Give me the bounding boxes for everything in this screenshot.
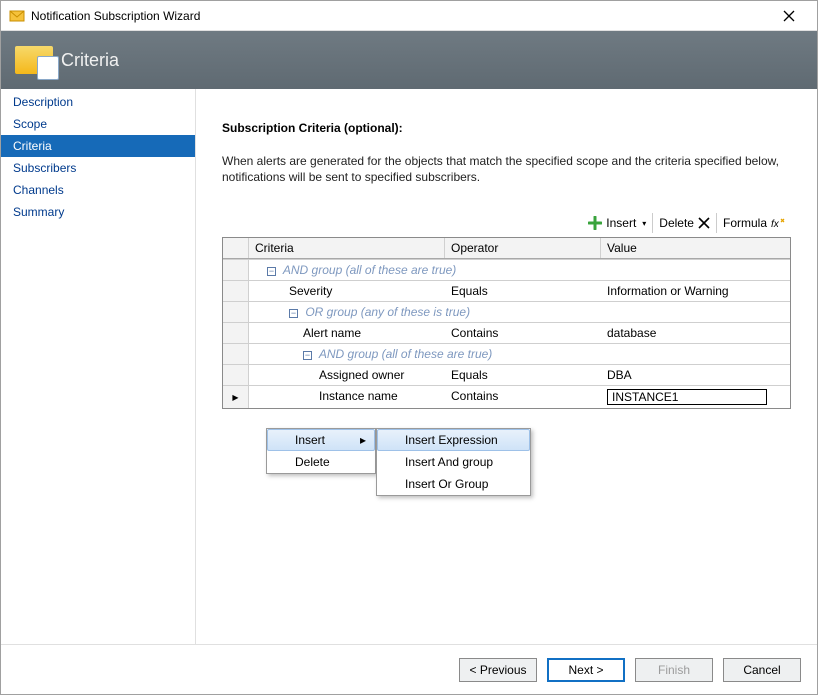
operator-cell[interactable]: Contains bbox=[445, 323, 601, 343]
group-label: AND group (all of these are true) bbox=[283, 263, 456, 277]
group-cell[interactable]: − AND group (all of these are true) bbox=[249, 260, 790, 280]
content-pane: Subscription Criteria (optional): When a… bbox=[196, 89, 817, 644]
finish-button: Finish bbox=[635, 658, 713, 682]
insert-button[interactable]: Insert ▾ bbox=[582, 213, 653, 233]
row-selector-header bbox=[223, 238, 249, 258]
operator-cell[interactable]: Contains bbox=[445, 386, 601, 408]
criteria-cell[interactable]: Alert name bbox=[249, 323, 445, 343]
group-label: OR group (any of these is true) bbox=[305, 305, 470, 319]
sidebar-item-criteria[interactable]: Criteria bbox=[1, 135, 195, 157]
table-row[interactable]: Instance name Contains INSTANCE1 bbox=[223, 385, 790, 408]
value-cell[interactable]: database bbox=[601, 323, 790, 343]
menu-item-insert-and-group[interactable]: Insert And group bbox=[377, 451, 530, 473]
collapse-icon[interactable]: − bbox=[289, 309, 298, 318]
row-selector[interactable] bbox=[223, 323, 249, 343]
formula-label: Formula bbox=[723, 216, 767, 230]
chevron-down-icon: ▾ bbox=[642, 219, 646, 228]
grid-header: Criteria Operator Value bbox=[223, 238, 790, 259]
svg-text:fx: fx bbox=[771, 219, 780, 230]
sidebar-item-subscribers[interactable]: Subscribers bbox=[1, 157, 195, 179]
criteria-cell[interactable]: Assigned owner bbox=[249, 365, 445, 385]
row-selector[interactable] bbox=[223, 302, 249, 322]
sidebar-item-description[interactable]: Description bbox=[1, 91, 195, 113]
criteria-cell[interactable]: Severity bbox=[249, 281, 445, 301]
table-row[interactable]: Alert name Contains database bbox=[223, 322, 790, 343]
titlebar: Notification Subscription Wizard bbox=[1, 1, 817, 31]
collapse-icon[interactable]: − bbox=[267, 267, 276, 276]
criteria-cell[interactable]: Instance name bbox=[249, 386, 445, 408]
collapse-icon[interactable]: − bbox=[303, 351, 312, 360]
window-title: Notification Subscription Wizard bbox=[31, 9, 769, 23]
criteria-grid: Criteria Operator Value − AND group (all… bbox=[222, 237, 791, 409]
row-selector[interactable] bbox=[223, 281, 249, 301]
next-button[interactable]: Next > bbox=[547, 658, 625, 682]
close-button[interactable] bbox=[769, 2, 809, 30]
delete-label: Delete bbox=[659, 216, 694, 230]
row-selector[interactable] bbox=[223, 260, 249, 280]
sidebar-item-scope[interactable]: Scope bbox=[1, 113, 195, 135]
formula-button[interactable]: Formula fx bbox=[717, 213, 791, 233]
sidebar-item-channels[interactable]: Channels bbox=[1, 179, 195, 201]
table-row[interactable]: Severity Equals Information or Warning bbox=[223, 280, 790, 301]
formula-icon: fx bbox=[771, 216, 785, 230]
value-cell[interactable]: Information or Warning bbox=[601, 281, 790, 301]
menu-item-insert-or-group[interactable]: Insert Or Group bbox=[377, 473, 530, 495]
value-cell[interactable]: DBA bbox=[601, 365, 790, 385]
wizard-body: Description Scope Criteria Subscribers C… bbox=[1, 89, 817, 644]
banner: Criteria bbox=[1, 31, 817, 89]
app-icon bbox=[9, 8, 25, 24]
section-heading: Subscription Criteria (optional): bbox=[222, 121, 791, 135]
table-row[interactable]: − OR group (any of these is true) bbox=[223, 301, 790, 322]
delete-button[interactable]: Delete bbox=[653, 213, 717, 233]
group-cell[interactable]: − OR group (any of these is true) bbox=[249, 302, 790, 322]
col-value[interactable]: Value bbox=[601, 238, 790, 258]
table-row[interactable]: Assigned owner Equals DBA bbox=[223, 364, 790, 385]
table-row[interactable]: − AND group (all of these are true) bbox=[223, 259, 790, 280]
criteria-toolbar: Insert ▾ Delete Formula fx bbox=[222, 213, 791, 233]
cancel-button[interactable]: Cancel bbox=[723, 658, 801, 682]
row-selector[interactable] bbox=[223, 365, 249, 385]
operator-cell[interactable]: Equals bbox=[445, 365, 601, 385]
group-cell[interactable]: − AND group (all of these are true) bbox=[249, 344, 790, 364]
menu-item-insert-expression[interactable]: Insert Expression bbox=[377, 429, 530, 451]
context-submenu: Insert Expression Insert And group Inser… bbox=[376, 428, 531, 496]
sidebar-item-summary[interactable]: Summary bbox=[1, 201, 195, 223]
context-menu: Insert Delete bbox=[266, 428, 376, 474]
value-cell[interactable]: INSTANCE1 bbox=[601, 386, 790, 408]
help-text: When alerts are generated for the object… bbox=[222, 153, 782, 185]
menu-item-delete[interactable]: Delete bbox=[267, 451, 375, 473]
envelope-icon bbox=[15, 46, 53, 74]
menu-item-insert[interactable]: Insert bbox=[267, 429, 375, 451]
insert-label: Insert bbox=[606, 216, 636, 230]
step-title: Criteria bbox=[61, 50, 119, 71]
col-operator[interactable]: Operator bbox=[445, 238, 601, 258]
wizard-footer: < Previous Next > Finish Cancel bbox=[1, 644, 817, 694]
value-input[interactable]: INSTANCE1 bbox=[607, 389, 767, 405]
close-icon bbox=[783, 10, 795, 22]
plus-icon bbox=[588, 216, 602, 230]
col-criteria[interactable]: Criteria bbox=[249, 238, 445, 258]
wizard-window: Notification Subscription Wizard Criteri… bbox=[0, 0, 818, 695]
row-selector[interactable] bbox=[223, 386, 249, 408]
group-label: AND group (all of these are true) bbox=[319, 347, 492, 361]
operator-cell[interactable]: Equals bbox=[445, 281, 601, 301]
table-row[interactable]: − AND group (all of these are true) bbox=[223, 343, 790, 364]
row-selector[interactable] bbox=[223, 344, 249, 364]
sidebar: Description Scope Criteria Subscribers C… bbox=[1, 89, 196, 644]
previous-button[interactable]: < Previous bbox=[459, 658, 537, 682]
x-icon bbox=[698, 217, 710, 229]
